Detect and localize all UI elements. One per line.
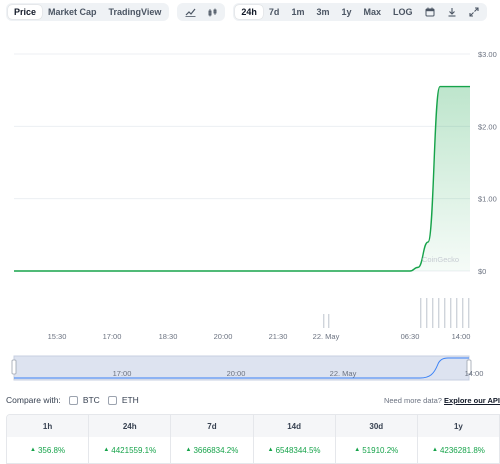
perf-period: 30d [335,415,417,437]
x-tick-label: 06:30 [401,332,420,341]
navigator-left-handle[interactable] [11,359,17,375]
x-tick-label: 15:30 [48,332,67,341]
chart-toolbar: Price Market Cap TradingView 24h 7d 1m 3… [6,3,494,21]
eth-checkbox[interactable] [107,395,117,405]
compare-eth[interactable]: ETH [100,395,139,405]
x-tick-label: 20:00 [214,332,233,341]
compare-btc[interactable]: BTC [61,395,100,405]
coingecko-watermark: CoinGecko [422,255,459,264]
range-1m[interactable]: 1m [291,7,305,17]
y-tick-label: $2.00 [478,122,497,131]
navigator-svg: 17:00 20:00 22. May 14:00 [11,355,484,381]
range-log[interactable]: LOG [393,7,413,17]
perf-change-value: 3666834.2% [193,445,239,455]
perf-period: 14d [253,415,335,437]
volume-bar [462,298,464,328]
volume-bar [450,298,452,328]
x-tick-label: 21:30 [269,332,288,341]
perf-change: ▲ 51910.2% [336,437,417,463]
perf-col-24h: 24h ▲ 4421559.1% [89,415,172,463]
price-area-fill [14,86,470,271]
performance-table: 1h ▲ 356.8% 24h ▲ 4421559.1% 7d ▲ 3666834.2… [6,414,500,464]
volume-bar [328,314,330,328]
view-tabs: Price Market Cap TradingView [6,3,170,21]
range-7d[interactable]: 7d [268,7,280,17]
perf-change-value: 6548344.5% [275,445,321,455]
x-tick-label: 14:00 [452,332,471,341]
compare-btc-label: BTC [82,395,100,405]
navigator-series-line [14,357,469,379]
perf-period: 24h [89,415,171,437]
volume-bar [432,298,434,328]
range-max[interactable]: Max [363,7,381,17]
chart-type-toggle [177,3,226,21]
calendar-icon[interactable] [419,5,441,19]
volume-bar [426,298,428,328]
compare-row: Compare with: BTC ETH Need more data? Ex… [6,394,500,406]
tab-tradingview[interactable]: TradingView [108,7,162,17]
volume-bar [323,314,325,328]
download-icon[interactable] [441,5,463,19]
volume-bar [420,298,422,328]
compare-label: Compare with: [6,395,61,405]
up-arrow-icon: ▲ [185,447,192,453]
y-tick-label: $3.00 [478,50,497,59]
tab-price[interactable]: Price [8,5,43,19]
range-navigator[interactable]: 17:00 20:00 22. May 14:00 [0,354,500,382]
perf-change-value: 51910.2% [362,445,399,455]
perf-change: ▲ 4421559.1% [89,437,170,463]
expand-icon[interactable] [463,5,485,19]
btc-checkbox[interactable] [68,395,78,405]
range-24h[interactable]: 24h [235,5,263,19]
navigator-label: 17:00 [113,369,132,378]
perf-period: 1y [417,415,499,437]
volume-bar [438,298,440,328]
range-tabs: 24h 7d 1m 3m 1y Max LOG [233,3,487,21]
perf-change: ▲ 6548344.5% [254,437,335,463]
perf-period: 1h [7,415,89,437]
navigator-label: 22. May [330,369,357,378]
navigator-right-handle[interactable] [466,359,472,375]
line-chart-icon[interactable] [179,5,201,19]
perf-col-1y: 1y ▲ 4236281.8% [417,415,499,463]
perf-change-value: 4236281.8% [439,445,485,455]
y-tick-label: $1.00 [478,195,497,204]
up-arrow-icon: ▲ [354,447,361,453]
perf-col-7d: 7d ▲ 3666834.2% [171,415,254,463]
volume-bar [444,298,446,328]
up-arrow-icon: ▲ [432,447,438,453]
perf-change: ▲ 356.8% [7,437,88,463]
compare-eth-label: ETH [121,395,139,405]
range-3m[interactable]: 3m [316,7,330,17]
explore-api-link[interactable]: Explore our API [444,395,500,405]
x-tick-label: 22. May [313,332,340,341]
price-series-line [14,85,470,272]
price-chart[interactable]: $3.00 $2.00 $1.00 $0 15:30 17:00 18:30 20:00 21… [0,40,500,348]
perf-change-value: 4421559.1% [111,445,157,455]
x-tick-label: 18:30 [159,332,178,341]
up-arrow-icon: ▲ [103,447,110,453]
y-tick-label: $0 [478,267,486,276]
tab-market-cap[interactable]: Market Cap [48,7,97,17]
x-tick-label: 17:00 [103,332,122,341]
volume-bar [456,298,458,328]
navigator-label: 20:00 [227,369,246,378]
perf-change: ▲ 4236281.8% [418,437,499,463]
perf-change: ▲ 3666834.2% [171,437,252,463]
perf-col-14d: 14d ▲ 6548344.5% [253,415,336,463]
perf-change-value: 356.8% [37,445,66,455]
perf-col-30d: 30d ▲ 51910.2% [335,415,418,463]
up-arrow-icon: ▲ [267,447,274,453]
candlestick-icon[interactable] [201,5,223,19]
api-promo: Need more data? Explore our API [384,396,500,405]
perf-period: 7d [171,415,253,437]
up-arrow-icon: ▲ [30,447,36,453]
price-chart-svg: $3.00 $2.00 $1.00 $0 15:30 17:00 18:30 20:00 21… [14,50,497,341]
navigator-label: 14:00 [465,369,484,378]
volume-bar [468,298,470,328]
range-1y[interactable]: 1y [341,7,352,17]
perf-col-1h: 1h ▲ 356.8% [7,415,90,463]
api-promo-text: Need more data? [383,395,442,405]
